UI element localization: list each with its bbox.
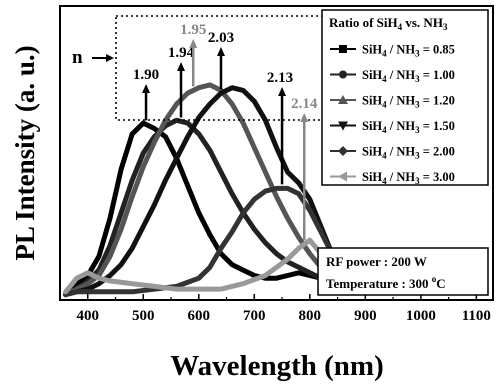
series-layer bbox=[63, 82, 357, 298]
legend-label-part: 0.85 bbox=[433, 43, 455, 57]
series-line bbox=[63, 82, 335, 298]
legend-label-part: / NH bbox=[387, 43, 416, 57]
temperature-text: Temperature : 300 oC bbox=[326, 274, 446, 291]
legend-marker bbox=[338, 146, 348, 156]
legend-marker bbox=[339, 45, 347, 53]
x-tick-label: 400 bbox=[77, 308, 100, 324]
x-tick-label: 800 bbox=[299, 308, 322, 324]
legend-label: SiH4 / NH3 = 1.00 bbox=[362, 68, 455, 84]
legend-label-part: 1.00 bbox=[433, 68, 455, 82]
legend-label-part: = bbox=[420, 145, 433, 159]
legend-marker bbox=[339, 70, 347, 79]
legend-marker bbox=[338, 171, 347, 182]
legend-label-part: 3 bbox=[415, 176, 420, 186]
legend-label-part: = bbox=[420, 170, 433, 184]
legend-label: SiH4 / NH3 = 0.85 bbox=[362, 43, 455, 59]
legend-title: Ratio of SiH4 vs. NH3 bbox=[329, 15, 448, 32]
legend-label-part: 2.00 bbox=[433, 145, 455, 159]
x-axis-label: Wavelength (nm) bbox=[170, 350, 383, 382]
peak-arrow-head bbox=[177, 62, 186, 71]
legend-label-part: / NH bbox=[387, 94, 416, 108]
legend-label-part: = bbox=[420, 68, 433, 82]
legend-title-sub2: 3 bbox=[443, 22, 448, 32]
info-box-frame bbox=[317, 247, 489, 296]
legend-label-part: SiH bbox=[362, 68, 382, 82]
legend-label-part: 4 bbox=[382, 74, 387, 84]
x-tick-label: 500 bbox=[132, 308, 155, 324]
legend-label-part: 1.50 bbox=[433, 119, 455, 133]
peak-arrow-head bbox=[300, 113, 309, 122]
legend-label-part: 3 bbox=[415, 151, 420, 161]
rf-power-text: RF power : 200 W bbox=[326, 254, 427, 269]
peak-label: 1.94 bbox=[168, 45, 195, 61]
legend-label-part: SiH bbox=[362, 94, 382, 108]
temperature-degree: o bbox=[432, 274, 437, 284]
peak-label: 2.03 bbox=[208, 30, 234, 46]
x-tick-label: 900 bbox=[354, 308, 377, 324]
peak-arrow-head bbox=[142, 84, 151, 93]
legend-label-part: SiH bbox=[362, 43, 382, 57]
x-tick-label: 600 bbox=[188, 308, 211, 324]
x-ticks: 400 500 600 700 800 900 1000 1100 bbox=[77, 294, 491, 324]
legend-label-part: 3 bbox=[415, 125, 420, 135]
series-line bbox=[63, 185, 357, 298]
peak-arrow-head bbox=[216, 47, 225, 56]
legend-label: SiH4 / NH3 = 1.50 bbox=[362, 119, 455, 135]
peak-label: 2.14 bbox=[291, 96, 318, 112]
legend-label-part: 4 bbox=[382, 151, 387, 161]
legend-label-part: 4 bbox=[382, 100, 387, 110]
legend-label-part: 3.00 bbox=[433, 170, 455, 184]
x-tick-label: 700 bbox=[243, 308, 266, 324]
series-line bbox=[63, 237, 346, 295]
n-label: n bbox=[72, 47, 83, 68]
legend-label-part: 4 bbox=[382, 49, 387, 59]
legend: Ratio of SiH4 vs. NH3 SiH4 / NH3 = 0.85S… bbox=[321, 9, 489, 186]
legend-title-sub1: 4 bbox=[398, 22, 403, 32]
peak-arrow-head bbox=[189, 39, 198, 48]
legend-label-part: = bbox=[420, 119, 433, 133]
x-tick-label: 1000 bbox=[406, 308, 436, 324]
legend-label: SiH4 / NH3 = 1.20 bbox=[362, 94, 455, 110]
temperature-prefix: Temperature : 300 bbox=[326, 276, 432, 291]
legend-label-part: 3 bbox=[415, 74, 420, 84]
legend-label: SiH4 / NH3 = 3.00 bbox=[362, 170, 455, 186]
peak-arrow-head bbox=[278, 87, 287, 96]
info-box: RF power : 200 W Temperature : 300 oC bbox=[317, 247, 489, 296]
legend-label: SiH4 / NH3 = 2.00 bbox=[362, 145, 455, 161]
legend-label-part: 4 bbox=[382, 176, 387, 186]
legend-marker bbox=[338, 95, 348, 104]
peak-label: 2.13 bbox=[267, 70, 293, 86]
peak-label: 1.90 bbox=[133, 67, 159, 83]
x-tick-label: 1100 bbox=[462, 308, 491, 324]
temperature-unit: C bbox=[436, 276, 445, 291]
legend-box bbox=[321, 9, 489, 186]
legend-label-part: 3 bbox=[415, 100, 420, 110]
series-line bbox=[63, 85, 346, 298]
legend-label-part: 4 bbox=[382, 125, 387, 135]
series-line bbox=[63, 120, 335, 298]
legend-label-part: / NH bbox=[387, 68, 416, 82]
legend-title-prefix: Ratio of SiH bbox=[329, 15, 398, 30]
n-arrow-head bbox=[106, 54, 114, 62]
peak-label: 1.95 bbox=[180, 22, 206, 38]
legend-label-part: = bbox=[420, 43, 433, 57]
legend-label-part: 1.20 bbox=[433, 94, 455, 108]
plot-frame bbox=[59, 5, 494, 301]
legend-title-mid: vs. NH bbox=[402, 15, 443, 30]
legend-label-part: = bbox=[420, 94, 433, 108]
legend-marker bbox=[338, 121, 348, 131]
legend-label-part: 3 bbox=[415, 49, 420, 59]
legend-label-part: / NH bbox=[387, 119, 416, 133]
legend-label-part: / NH bbox=[387, 145, 416, 159]
y-axis-label: PL Intensity (a. u.) bbox=[10, 45, 40, 260]
legend-label-part: SiH bbox=[362, 170, 382, 184]
legend-label-part: SiH bbox=[362, 145, 382, 159]
peak-annotations: 1.90 1.94 1.95 2.03 2.13 2.14 bbox=[133, 22, 318, 241]
legend-label-part: / NH bbox=[387, 170, 416, 184]
legend-label-part: SiH bbox=[362, 119, 382, 133]
